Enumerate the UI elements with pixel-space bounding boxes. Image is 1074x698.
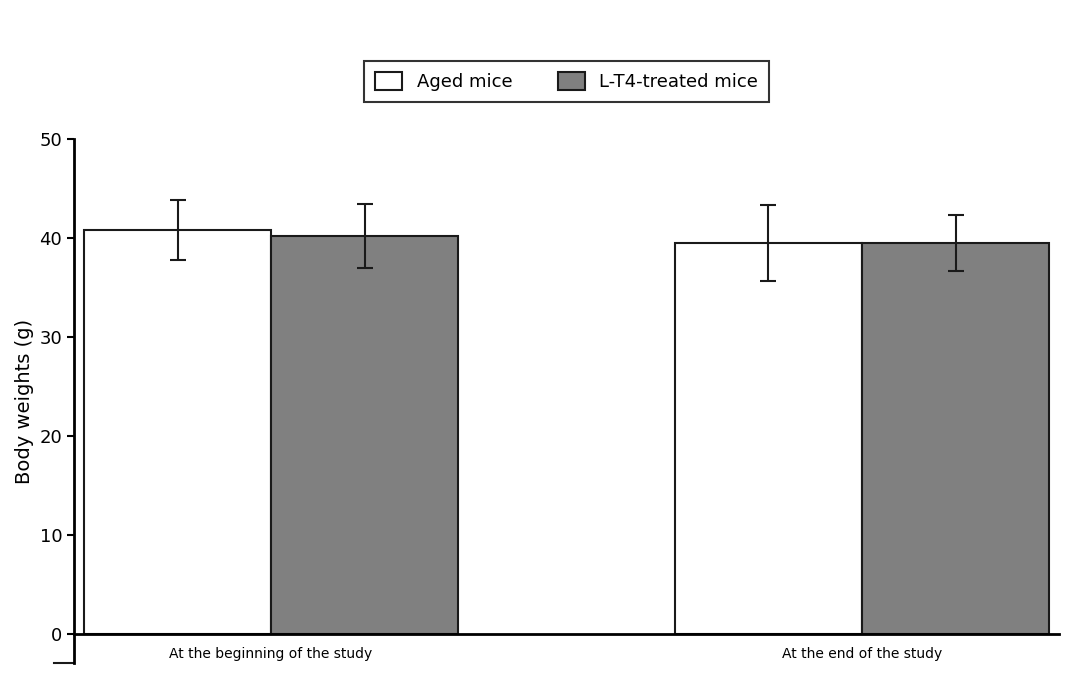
Bar — [271, 236, 459, 634]
Legend: Aged mice, L-T4-treated mice: Aged mice, L-T4-treated mice — [364, 61, 769, 102]
Y-axis label: Body weights (g): Body weights (g) — [15, 318, 34, 484]
Bar — [674, 243, 862, 634]
Bar — [84, 230, 271, 634]
Bar — [862, 243, 1049, 634]
